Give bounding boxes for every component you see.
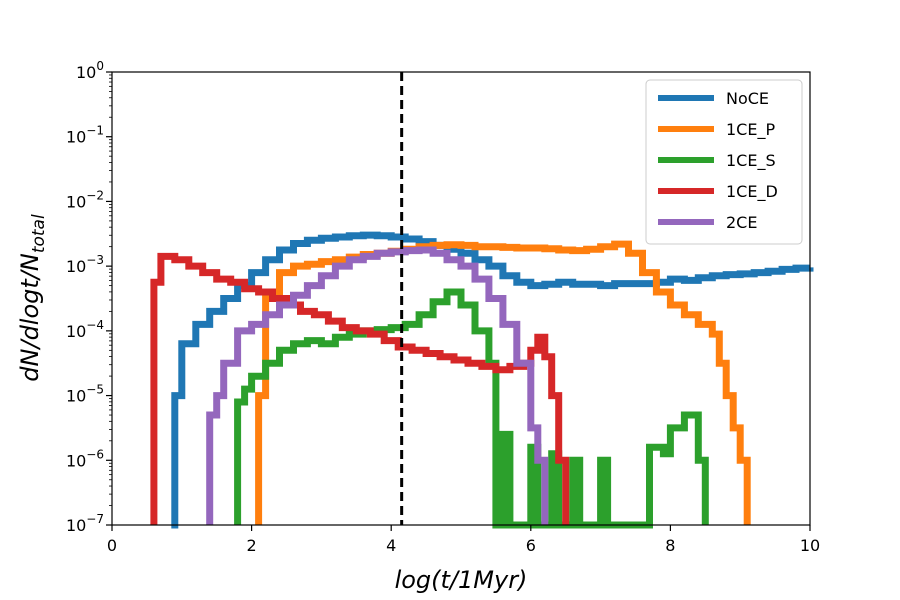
x-tick-label: 4 — [386, 536, 396, 555]
legend-label-1ce-p: 1CE_P — [726, 120, 775, 140]
y-tick-label: 10−7 — [66, 512, 104, 535]
legend-label-noce: NoCE — [726, 89, 769, 108]
legend: NoCE 1CE_P 1CE_S 1CE_D 2CE — [645, 79, 803, 245]
x-axis-label: log(t/1Myr) — [395, 566, 528, 594]
legend-label-2ce: 2CE — [726, 213, 757, 232]
x-tick-label: 10 — [800, 536, 820, 555]
y-tick-label: 10−1 — [66, 124, 104, 147]
y-axis-label-sub: total — [29, 214, 49, 253]
y-tick-label: 10−6 — [66, 447, 104, 470]
x-tick-label: 0 — [107, 536, 117, 555]
y-axis-label-main: dN/dlogt/N — [16, 253, 44, 382]
y-tick-label: 10−4 — [66, 318, 104, 341]
legend-label-1ce-s: 1CE_S — [726, 151, 776, 171]
y-tick-label: 10−5 — [66, 383, 104, 406]
y-tick-label: 10−2 — [66, 188, 104, 211]
x-tick-label: 6 — [526, 536, 536, 555]
x-tick-label: 8 — [665, 536, 675, 555]
series-2ce-line — [206, 246, 549, 525]
series-1ce-p-line — [255, 240, 751, 525]
plot-frame — [111, 71, 811, 526]
legend-frame — [645, 79, 803, 245]
y-axis-label: dN/dlogt/Ntotal — [16, 214, 49, 382]
x-tick-label: 2 — [247, 536, 257, 555]
legend-label-1ce-d: 1CE_D — [726, 182, 778, 202]
series-noce-line — [171, 231, 814, 529]
y-tick-label: 10−3 — [66, 253, 104, 276]
series-layer — [150, 231, 814, 529]
y-tick-label: 100 — [76, 59, 104, 82]
x-axis: 0 2 4 6 8 10 — [107, 525, 820, 555]
y-axis: 100 10−1 10−2 10−3 10−4 10−5 10−6 10−7 — [66, 59, 112, 535]
